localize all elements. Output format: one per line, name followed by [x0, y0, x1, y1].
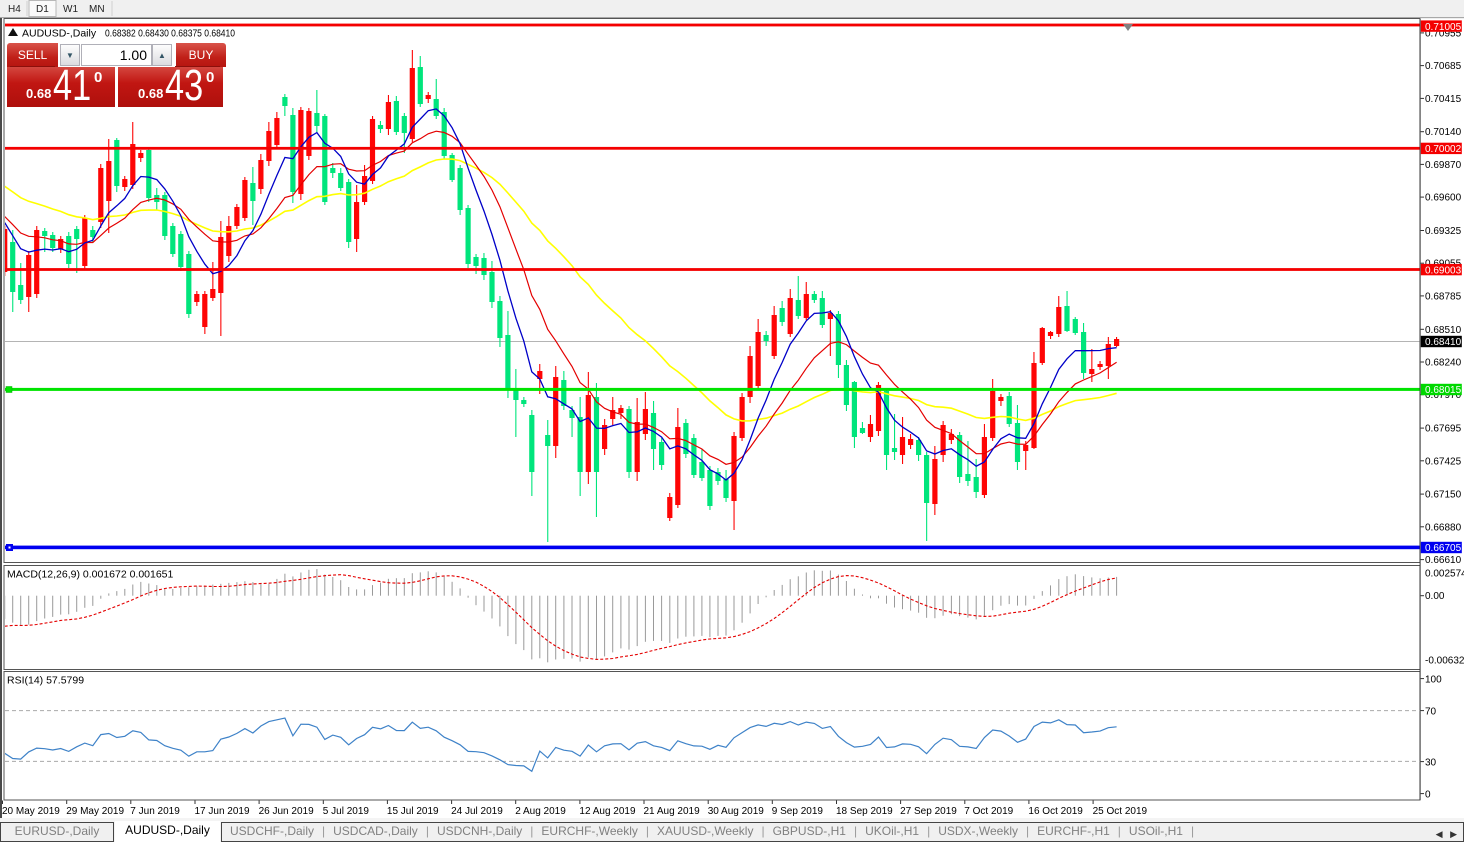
svg-text:W1: W1	[63, 4, 78, 15]
svg-text:0.70002: 0.70002	[1425, 144, 1462, 155]
svg-text:21 Aug 2019: 21 Aug 2019	[644, 806, 701, 817]
svg-text:0.68510: 0.68510	[1425, 325, 1462, 336]
svg-text:17 Jun 2019: 17 Jun 2019	[195, 806, 250, 817]
svg-text:15 Jul 2019: 15 Jul 2019	[387, 806, 439, 817]
svg-text:0.69870: 0.69870	[1425, 160, 1462, 171]
svg-text:0.67150: 0.67150	[1425, 490, 1462, 501]
svg-text:26 Jun 2019: 26 Jun 2019	[259, 806, 314, 817]
svg-text:0.69325: 0.69325	[1425, 226, 1462, 237]
svg-text:30 Aug 2019: 30 Aug 2019	[708, 806, 765, 817]
svg-text:0.68015: 0.68015	[1425, 385, 1462, 396]
svg-text:MN: MN	[89, 4, 105, 15]
svg-text:H4: H4	[8, 4, 21, 15]
svg-text:7 Oct 2019: 7 Oct 2019	[964, 806, 1013, 817]
svg-text:29 May 2019: 29 May 2019	[66, 806, 124, 817]
svg-text:18 Sep 2019: 18 Sep 2019	[836, 806, 893, 817]
svg-text:70: 70	[1425, 707, 1437, 718]
svg-text:0.69600: 0.69600	[1425, 193, 1462, 204]
svg-text:5 Jul 2019: 5 Jul 2019	[323, 806, 370, 817]
svg-text:AUDUSD-,Daily: AUDUSD-,Daily	[22, 28, 97, 40]
svg-text:9 Sep 2019: 9 Sep 2019	[772, 806, 824, 817]
svg-text:MACD(12,26,9) 0.001672 0.00165: MACD(12,26,9) 0.001672 0.001651	[7, 569, 174, 581]
svg-text:20 May 2019: 20 May 2019	[2, 806, 60, 817]
svg-text:RSI(14) 57.5799: RSI(14) 57.5799	[7, 675, 84, 687]
svg-text:0.66705: 0.66705	[1425, 543, 1462, 554]
svg-text:0.002574: 0.002574	[1425, 569, 1464, 580]
svg-text:0.70955: 0.70955	[1425, 28, 1462, 39]
svg-text:0.67425: 0.67425	[1425, 456, 1462, 467]
svg-text:0.69003: 0.69003	[1425, 265, 1462, 276]
svg-text:D1: D1	[36, 4, 49, 15]
svg-text:100: 100	[1425, 675, 1442, 686]
svg-text:0.70140: 0.70140	[1425, 127, 1462, 138]
svg-text:0.67970: 0.67970	[1425, 390, 1462, 401]
svg-text:0.70415: 0.70415	[1425, 94, 1462, 105]
svg-text:16 Oct 2019: 16 Oct 2019	[1028, 806, 1083, 817]
svg-text:-0.006326: -0.006326	[1425, 656, 1464, 667]
svg-text:27 Sep 2019: 27 Sep 2019	[900, 806, 957, 817]
svg-text:0: 0	[1425, 790, 1431, 801]
svg-text:12 Aug 2019: 12 Aug 2019	[579, 806, 636, 817]
svg-text:0.66880: 0.66880	[1425, 522, 1462, 533]
svg-text:0.68382 0.68430 0.68375 0.6841: 0.68382 0.68430 0.68375 0.68410	[105, 28, 235, 40]
svg-text:25 Oct 2019: 25 Oct 2019	[1093, 806, 1148, 817]
svg-text:30: 30	[1425, 758, 1437, 769]
svg-text:7 Jun 2019: 7 Jun 2019	[130, 806, 180, 817]
svg-text:0.71005: 0.71005	[1425, 22, 1462, 33]
svg-text:0.68785: 0.68785	[1425, 291, 1462, 302]
svg-text:0.68410: 0.68410	[1425, 337, 1462, 348]
svg-text:0.68240: 0.68240	[1425, 358, 1462, 369]
svg-text:0.67695: 0.67695	[1425, 424, 1462, 435]
svg-text:24 Jul 2019: 24 Jul 2019	[451, 806, 503, 817]
svg-text:2 Aug 2019: 2 Aug 2019	[515, 806, 566, 817]
svg-text:0.66610: 0.66610	[1425, 555, 1462, 566]
svg-text:0.70685: 0.70685	[1425, 61, 1462, 72]
svg-text:0.00: 0.00	[1425, 591, 1445, 602]
